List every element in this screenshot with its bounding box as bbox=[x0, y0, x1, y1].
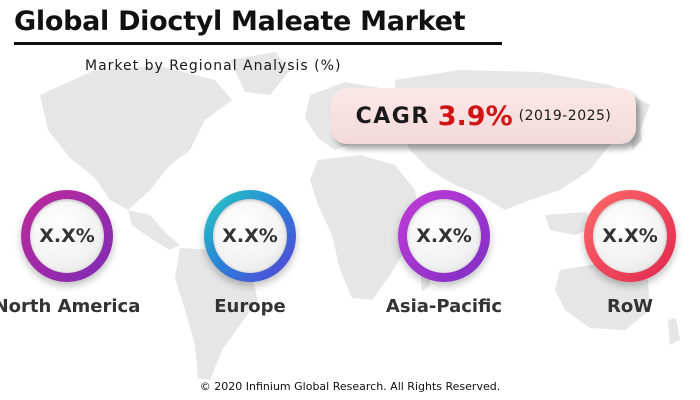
region-value: X.X% bbox=[222, 225, 278, 247]
region-label: RoW bbox=[606, 296, 654, 317]
copyright-footer: © 2020 Infinium Global Research. All Rig… bbox=[199, 380, 501, 393]
page-subtitle: Market by Regional Analysis (%) bbox=[85, 58, 342, 74]
page-title: Global Dioctyl Maleate Market bbox=[14, 6, 466, 37]
region-ring-inner: X.X% bbox=[213, 199, 287, 273]
region-ring-europe: X.X% bbox=[204, 190, 296, 282]
region-ring-row: X.X% bbox=[584, 190, 676, 282]
region-value: X.X% bbox=[416, 225, 472, 247]
region-ring-asia-pacific: X.X% bbox=[398, 190, 490, 282]
region-value: X.X% bbox=[602, 225, 658, 247]
cagr-value: 3.9% bbox=[437, 100, 513, 132]
cagr-badge: CAGR 3.9% (2019-2025) bbox=[331, 88, 636, 144]
region-ring-inner: X.X% bbox=[407, 199, 481, 273]
cagr-period: (2019-2025) bbox=[518, 108, 612, 124]
region-label: North America bbox=[0, 296, 141, 317]
region-value: X.X% bbox=[39, 225, 95, 247]
region-ring-inner: X.X% bbox=[593, 199, 667, 273]
region-label: Europe bbox=[214, 296, 286, 317]
title-underline bbox=[14, 42, 502, 45]
region-label: Asia-Pacific bbox=[385, 296, 503, 317]
cagr-label: CAGR bbox=[355, 103, 430, 129]
region-ring-inner: X.X% bbox=[30, 199, 104, 273]
region-ring-north-america: X.X% bbox=[21, 190, 113, 282]
